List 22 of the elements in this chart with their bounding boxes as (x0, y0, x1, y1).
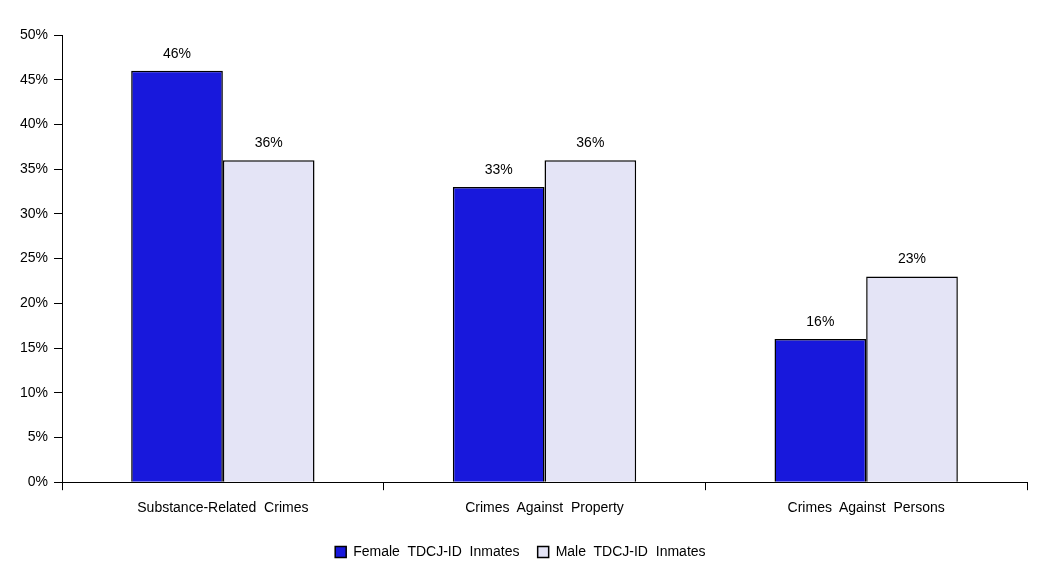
y-tick-label: 10% (19, 383, 49, 400)
x-tick-label: Substance-Related Crimes (137, 499, 309, 516)
y-tick-label: 25% (19, 249, 49, 266)
y-tick-label: 20% (19, 294, 49, 311)
y-tick-label: 45% (19, 70, 49, 87)
y-tick-label: 15% (19, 338, 49, 355)
x-tick-label: Crimes Against Persons (787, 499, 945, 516)
y-tick-label: 0% (27, 473, 49, 490)
y-tick-label: 5% (27, 428, 49, 445)
y-tick-label: 30% (19, 204, 49, 221)
y-tick-label: 40% (19, 115, 49, 132)
y-tick-label: 50% (19, 25, 49, 42)
data-label: 16% (806, 312, 835, 329)
legend-label: Male TDCJ-ID Inmates (555, 542, 706, 559)
data-label: 23% (897, 250, 927, 267)
data-label: 36% (576, 134, 605, 151)
data-label: 46% (163, 44, 192, 61)
y-tick-label: 35% (19, 160, 49, 177)
x-tick-label: Crimes Against Property (465, 499, 624, 516)
data-label: 33% (484, 160, 513, 177)
data-label: 36% (254, 134, 283, 151)
legend-label: Female TDCJ-ID Inmates (353, 542, 520, 559)
